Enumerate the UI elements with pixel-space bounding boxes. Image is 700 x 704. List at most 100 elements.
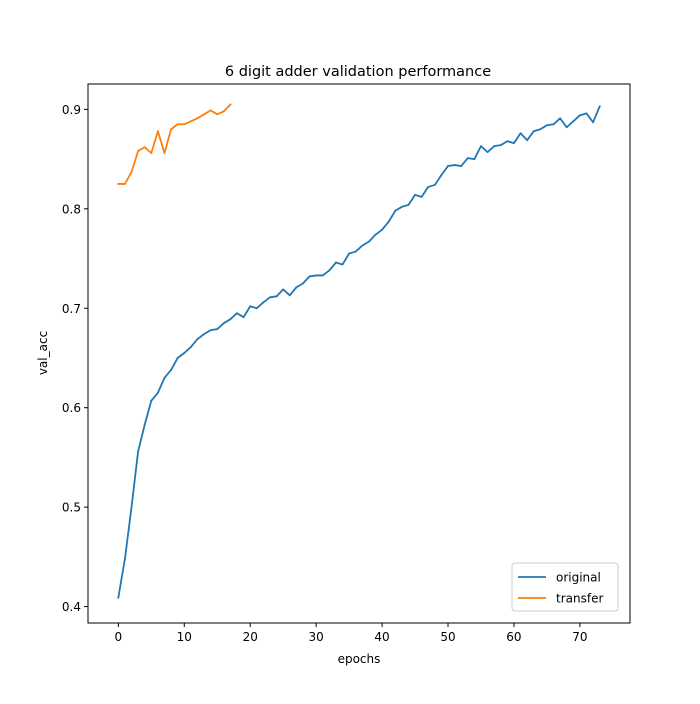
data-point-transfer [130,171,133,173]
data-point-transfer [203,113,205,116]
data-point-original [493,145,496,148]
y-tick-label: 0.5 [62,501,81,515]
data-point-original [335,261,337,264]
data-point-original [361,244,364,247]
data-point-original [407,203,410,206]
data-point-original [150,399,153,402]
data-point-transfer [170,128,172,131]
data-point-transfer [209,109,212,112]
data-point-original [539,128,542,131]
data-point-original [282,288,285,291]
data-point-original [532,130,535,133]
legend-label-transfer: transfer [556,592,603,606]
data-point-original [216,328,219,331]
data-point-transfer [156,130,159,133]
data-point-original [222,322,225,325]
data-point-original [275,295,278,298]
plot-frame [87,83,631,624]
data-point-original [196,338,199,340]
data-point-original [526,139,529,142]
data-point-original [367,240,370,243]
data-point-original [295,286,298,289]
y-tick-label: 0.7 [62,302,81,316]
data-point-transfer [222,110,225,113]
data-point-original [203,333,205,336]
data-point-transfer [117,183,120,185]
data-point-original [137,450,140,453]
x-axis-ticks: 0 10 20 30 40 50 60 70 [115,623,588,644]
series-line-transfer [117,103,232,185]
data-point-original [170,369,172,371]
data-point-original [163,376,166,379]
y-tick-label: 0.6 [62,401,81,415]
data-point-transfer [183,123,186,126]
series-layer [117,103,601,599]
data-point-original [433,184,436,186]
data-point-original [565,126,568,129]
legend-label-original: original [556,571,601,585]
x-tick-label: 40 [374,630,389,644]
x-tick-label: 70 [572,630,587,644]
data-point-original [499,144,502,147]
data-point-transfer [229,103,232,106]
data-point-original [546,124,548,127]
data-point-original [519,132,522,135]
data-point-original [374,233,377,236]
data-point-original [321,274,324,277]
legend-box [511,562,619,612]
data-point-original [341,263,344,266]
data-point-original [394,209,397,212]
data-point-transfer [216,113,219,116]
data-point-original [302,282,304,285]
data-point-original [262,301,265,304]
data-point-transfer [196,117,199,120]
data-point-original [315,274,318,277]
data-point-transfer [163,152,166,155]
data-point-transfer [137,150,140,153]
data-point-original [486,151,489,154]
data-point-original [387,220,390,223]
data-point-transfer [176,123,179,126]
legend: original transfer [511,562,619,612]
data-point-original [592,121,594,124]
data-point-original [117,596,120,599]
data-point-original [236,312,238,315]
data-point-original [130,506,133,509]
chart-title: 6 digit adder validation performance [225,64,491,80]
y-tick-label: 0.4 [62,600,81,614]
data-point-original [209,329,212,332]
data-point-original [552,123,555,126]
data-point-original [400,205,403,208]
y-tick-label: 0.9 [62,103,81,117]
series-line-original [117,105,601,599]
plot-area [87,83,631,624]
data-point-original [249,305,252,308]
data-point-original [308,275,311,278]
data-point-original [348,252,351,255]
data-point-original [506,140,509,143]
data-point-original [381,228,383,231]
data-point-original [466,157,469,159]
data-point-original [427,186,430,188]
data-point-original [440,174,443,176]
data-point-original [460,165,463,167]
x-tick-label: 50 [440,630,455,644]
x-tick-label: 60 [506,630,521,644]
data-point-original [242,316,245,319]
data-point-original [578,114,581,117]
y-axis-ticks: 0.4 0.5 0.6 0.7 0.8 0.9 [62,103,88,614]
data-point-original [559,117,562,120]
data-point-original [288,294,291,297]
x-tick-label: 30 [309,630,324,644]
data-point-transfer [143,146,146,149]
data-point-original [269,296,271,299]
data-point-original [414,193,416,196]
data-point-original [328,269,331,272]
data-point-original [598,105,601,108]
data-point-original [354,250,357,253]
y-axis-label: val_acc [36,331,50,375]
data-point-transfer [150,152,153,155]
data-point-original [585,112,588,115]
x-tick-label: 20 [243,630,258,644]
